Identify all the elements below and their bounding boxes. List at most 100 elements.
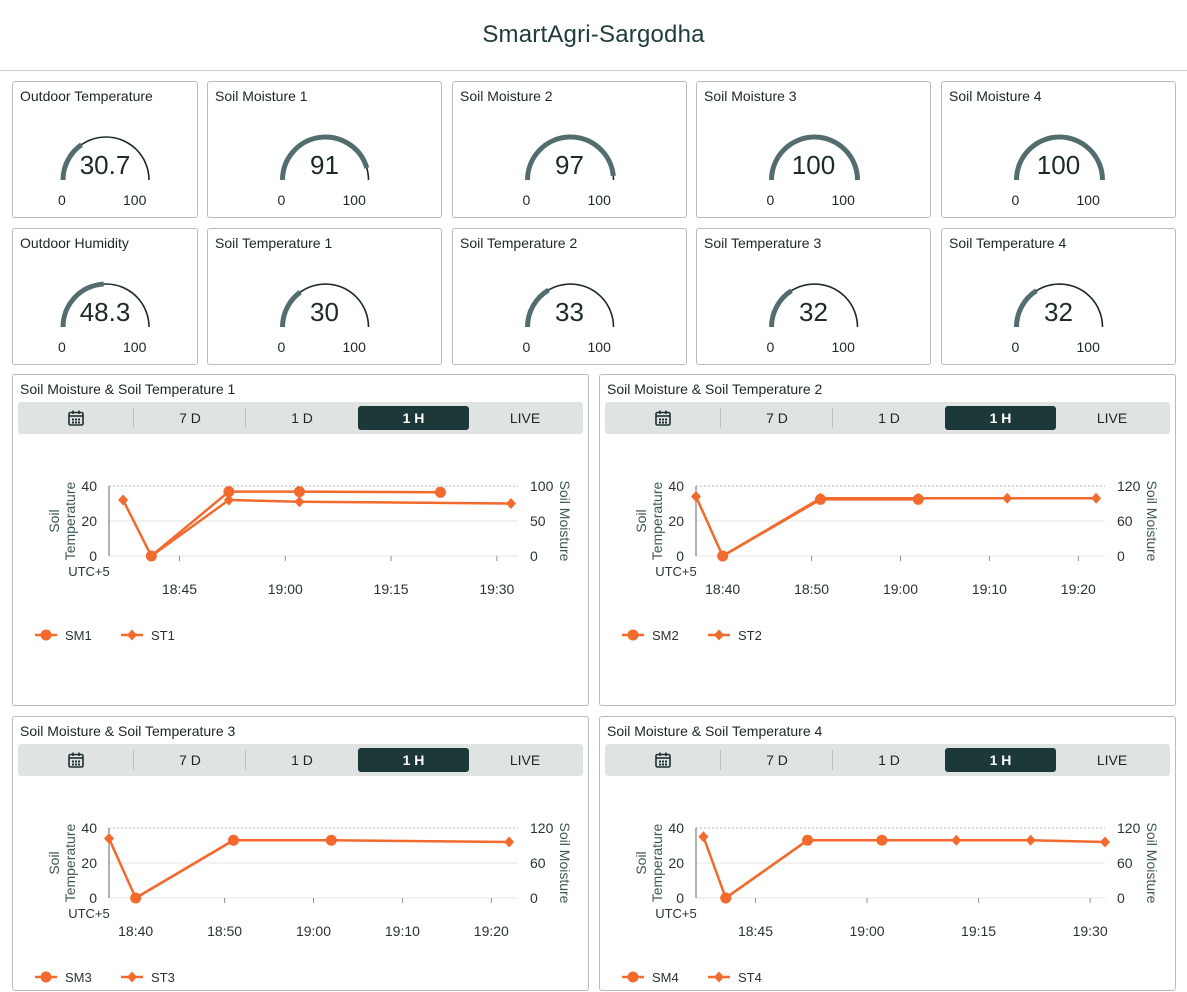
calendar-button[interactable] <box>18 744 134 776</box>
gauge-arc <box>769 134 860 181</box>
data-point-sm1 <box>434 486 446 498</box>
legend-item-sm2[interactable]: SM2 <box>622 628 679 643</box>
y-tick-label: 20 <box>81 855 97 871</box>
gauge-arc <box>1014 134 1105 181</box>
data-point-st3 <box>326 834 337 846</box>
y-axis-label: SoilTemperature <box>46 823 78 902</box>
gauge-arc <box>525 134 616 181</box>
y-tick-label: 20 <box>668 513 684 529</box>
tab-1-d[interactable]: 1 D <box>878 752 900 768</box>
y-axis-label: SoilTemperature <box>633 481 665 560</box>
tab-1-d[interactable]: 1 D <box>291 752 313 768</box>
tab-live[interactable]: LIVE <box>509 410 541 426</box>
gauge-value: 33 <box>555 297 584 327</box>
tab-7-d[interactable]: 7 D <box>721 402 833 434</box>
gauge-max-label: 100 <box>1076 192 1100 208</box>
data-point-st2 <box>717 550 728 562</box>
data-point-st4 <box>951 834 962 846</box>
y2-tick-label: 120 <box>1117 820 1141 836</box>
legend-marker <box>627 629 639 641</box>
dashboard-header: SmartAgri-Sargodha <box>0 0 1187 71</box>
gauge-min-label: 0 <box>766 339 775 355</box>
tab-7-d[interactable]: 7 D <box>134 402 246 434</box>
gauge-widget-soil-temperature-2: Soil Temperature 2 33 0 100 <box>452 228 687 365</box>
gauge-widget-soil-moisture-3: Soil Moisture 3 100 0 100 <box>696 81 931 218</box>
tab-1-h[interactable]: 1 H <box>945 406 1056 430</box>
y2-tick-label: 60 <box>1117 513 1133 529</box>
calendar-button[interactable] <box>605 402 721 434</box>
gauge-value: 30.7 <box>79 150 131 180</box>
gauge-fill <box>280 290 302 328</box>
chart-widget-4: Soil Moisture & Soil Temperature 4 7 D 1 D… <box>599 716 1176 991</box>
series-line-sm2 <box>722 498 919 558</box>
tab-1-d[interactable]: 1 D <box>291 410 313 426</box>
tab-live[interactable]: LIVE <box>509 752 541 768</box>
x-tick-label: 19:00 <box>268 581 303 597</box>
x-tick-label: 18:45 <box>738 923 773 939</box>
gauge-fill <box>769 134 860 181</box>
gauge-arc <box>280 134 370 181</box>
legend-item-st3[interactable]: ST3 <box>121 970 175 985</box>
legend-item-sm3[interactable]: SM3 <box>35 970 92 985</box>
legend-item-st1[interactable]: ST1 <box>121 628 175 643</box>
x-tick-label: 19:15 <box>374 581 409 597</box>
gauge-fill <box>769 288 793 328</box>
legend-marker <box>40 629 52 641</box>
y-tick-label: 0 <box>89 548 97 564</box>
data-point-st1 <box>223 494 234 506</box>
timezone-label: UTC+5 <box>655 906 697 921</box>
series-line-st3 <box>107 837 510 900</box>
legend-item-st2[interactable]: ST2 <box>708 628 762 643</box>
gauge-value: 32 <box>1044 297 1073 327</box>
tab-1-d[interactable]: 1 D <box>878 410 900 426</box>
data-point-st3 <box>228 834 239 846</box>
gauge-fill <box>280 134 370 181</box>
calendar-icon <box>655 752 671 768</box>
timezone-label: UTC+5 <box>655 564 697 579</box>
data-point-st1 <box>118 494 129 506</box>
y2-tick-label: 0 <box>530 890 538 906</box>
y-tick-label: 40 <box>668 478 684 494</box>
series-line-st2 <box>694 495 1097 558</box>
legend-item-st4[interactable]: ST4 <box>708 970 762 985</box>
time-range-tabs: 7 D 1 D 1 H LIVE <box>605 744 1170 776</box>
gauge-arc <box>60 281 150 328</box>
data-point-st2 <box>691 491 701 502</box>
legend-item-sm4[interactable]: SM4 <box>622 970 679 985</box>
y-tick-label: 0 <box>89 890 97 906</box>
tab-7-d[interactable]: 7 D <box>134 744 246 776</box>
x-tick-label: 19:00 <box>850 923 885 939</box>
chart-title: Soil Moisture & Soil Temperature 4 <box>607 723 823 739</box>
data-point-st3 <box>130 892 141 904</box>
legend-label: SM1 <box>65 628 92 643</box>
y-tick-label: 40 <box>81 478 97 494</box>
legend-label: ST1 <box>151 628 175 643</box>
gauge-fill <box>525 287 550 328</box>
calendar-button[interactable] <box>18 402 134 434</box>
gauge-fill <box>1014 134 1105 181</box>
gauge-arc <box>769 283 859 328</box>
y2-axis-label: Soil Moisture <box>1144 481 1160 562</box>
tab-live[interactable]: LIVE <box>1096 410 1128 426</box>
legend-marker <box>40 971 52 983</box>
tab-live[interactable]: LIVE <box>1096 752 1128 768</box>
tab-7-d[interactable]: 7 D <box>721 744 833 776</box>
legend-label: SM4 <box>652 970 679 985</box>
chart-widget-2: Soil Moisture & Soil Temperature 2 7 D 1 D… <box>599 374 1176 706</box>
chart-title: Soil Moisture & Soil Temperature 2 <box>607 381 823 397</box>
x-tick-label: 19:15 <box>961 923 996 939</box>
gauge-title: Soil Moisture 4 <box>949 88 1042 104</box>
data-point-st1 <box>505 498 516 509</box>
series-line-st4 <box>702 836 1106 900</box>
tab-1-h[interactable]: 1 H <box>945 748 1056 772</box>
gauge-max-label: 100 <box>587 339 611 355</box>
tab-1-h[interactable]: 1 H <box>358 406 469 430</box>
calendar-button[interactable] <box>605 744 721 776</box>
y-tick-label: 0 <box>676 890 684 906</box>
legend-item-sm1[interactable]: SM1 <box>35 628 92 643</box>
gauge-widget-outdoor-humidity: Outdoor Humidity 48.3 0 100 <box>12 228 198 365</box>
data-point-st4 <box>720 892 731 904</box>
legend-marker <box>127 629 137 641</box>
legend-label: ST4 <box>738 970 762 985</box>
tab-1-h[interactable]: 1 H <box>358 748 469 772</box>
